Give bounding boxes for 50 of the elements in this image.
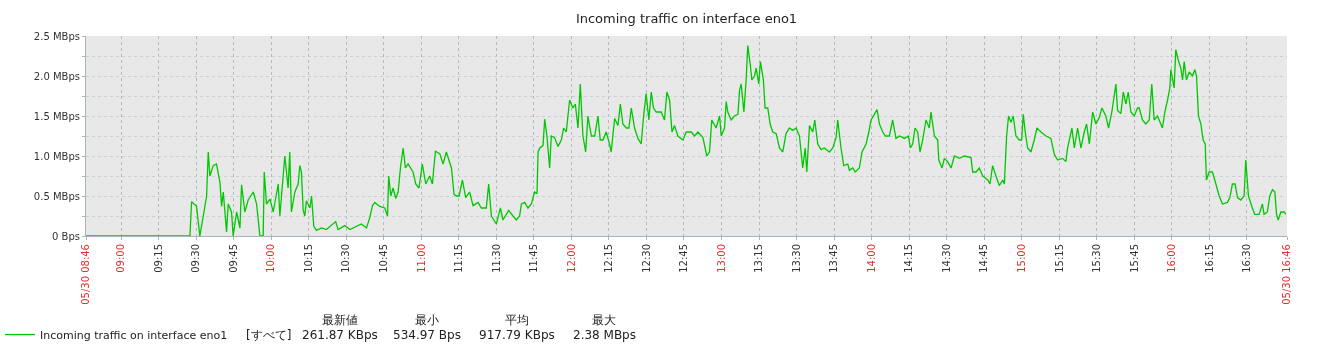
x-tick-label: 10:30 xyxy=(340,244,352,273)
y-tick-label: 2.0 MBps xyxy=(33,70,80,82)
text: 最新値 xyxy=(322,313,358,327)
x-tick-label: 12:30 xyxy=(640,244,652,273)
x-tick-label: 15:15 xyxy=(1053,244,1065,273)
x-tick-label: 12:45 xyxy=(678,244,690,273)
x-tick-label: 09:30 xyxy=(190,244,202,273)
x-tick-label: 09:00 xyxy=(115,244,127,273)
x-tick-label: 14:30 xyxy=(940,244,952,273)
x-tick-label: 12:15 xyxy=(603,244,615,273)
y-tick-label: 0.5 MBps xyxy=(33,190,80,202)
x-tick-label: 13:00 xyxy=(715,244,727,273)
text: 平均 xyxy=(505,313,529,327)
x-tick-label: 15:45 xyxy=(1128,244,1140,273)
x-tick-label: 15:00 xyxy=(1016,244,1028,273)
y-tick-label: 2.5 MBps xyxy=(33,30,80,42)
x-tick-label: 09:15 xyxy=(152,244,164,273)
x-tick-label: 13:30 xyxy=(790,244,802,273)
x-tick-label: 11:45 xyxy=(528,244,540,273)
x-tick-label: 11:00 xyxy=(415,244,427,273)
chart-title: Incoming traffic on interface eno1 xyxy=(575,10,798,26)
x-tick-label: 10:15 xyxy=(302,244,314,273)
y-tick-label: 1.0 MBps xyxy=(33,150,80,162)
legend-label: Incoming traffic on interface eno1 xyxy=(40,328,228,342)
x-tick-label: 05/30 16:46 xyxy=(1281,244,1293,305)
x-tick-label: 14:15 xyxy=(903,244,915,273)
x-tick-label: 15:30 xyxy=(1091,244,1103,273)
text: 261.87 KBps xyxy=(302,328,378,342)
x-tick-label: 13:45 xyxy=(828,244,840,273)
x-tick-label: 12:00 xyxy=(565,244,577,273)
x-tick-label: 16:00 xyxy=(1166,244,1178,273)
x-tick-label: 05/30 08:46 xyxy=(80,244,92,305)
x-tick-label: 09:45 xyxy=(227,244,239,273)
y-tick-label: 0 Bps xyxy=(52,230,80,242)
x-tick-label: 11:30 xyxy=(490,244,502,273)
y-tick-label: 1.5 MBps xyxy=(33,110,80,122)
text: 最大 xyxy=(592,313,616,327)
text: 2.38 MBps xyxy=(573,328,636,342)
text: 534.97 Bps xyxy=(393,328,461,342)
x-tick-label: 14:00 xyxy=(865,244,877,273)
x-tick-label: 10:00 xyxy=(265,244,277,273)
x-tick-label: 11:15 xyxy=(453,244,465,273)
x-tick-label: 14:45 xyxy=(978,244,990,273)
text: [すべて] xyxy=(246,328,292,342)
x-tick-label: 13:15 xyxy=(753,244,765,273)
text: 最小 xyxy=(415,313,439,327)
x-tick-label: 10:45 xyxy=(377,244,389,273)
x-tick-label: 16:15 xyxy=(1203,244,1215,273)
x-tick-label: 16:30 xyxy=(1241,244,1253,273)
text: 917.79 KBps xyxy=(479,328,555,342)
